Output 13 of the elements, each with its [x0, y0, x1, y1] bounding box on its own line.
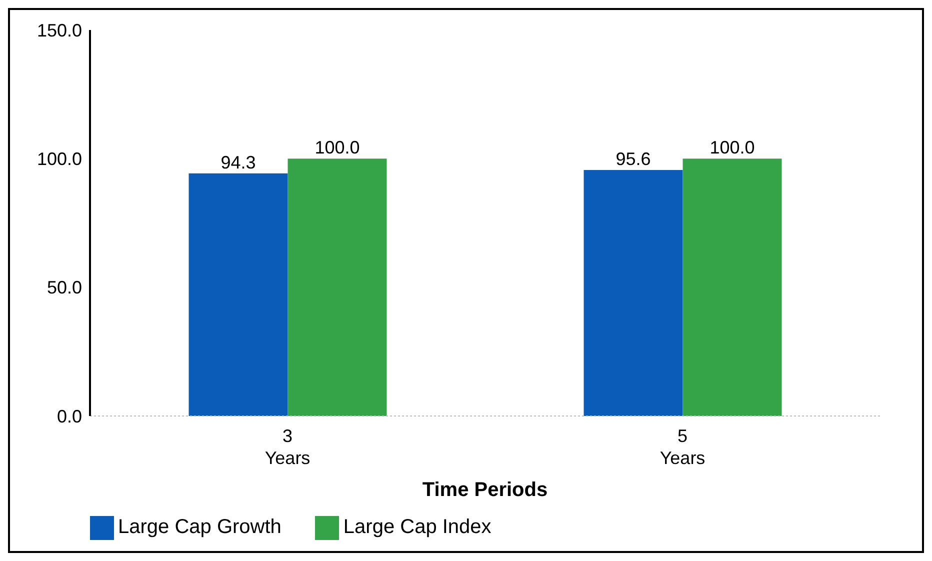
data-label: 95.6 — [616, 148, 651, 169]
data-label: 94.3 — [220, 152, 256, 172]
x-tick-label: 3 Years — [264, 426, 310, 468]
data-label: 100.0 — [710, 138, 755, 158]
y-tick-label: 50.0 — [46, 278, 82, 298]
y-tick-label: 150.0 — [36, 20, 82, 40]
legend-label: Large Cap Growth — [118, 516, 282, 538]
legend-label: Large Cap Index — [343, 516, 492, 538]
x-axis-title: Time Periods — [422, 479, 548, 501]
data-label: 100.0 — [314, 138, 360, 158]
y-tick-label: 100.0 — [36, 149, 82, 170]
x-tick-label: 5 Years — [660, 426, 706, 468]
y-tick-label: 0.0 — [56, 406, 82, 426]
